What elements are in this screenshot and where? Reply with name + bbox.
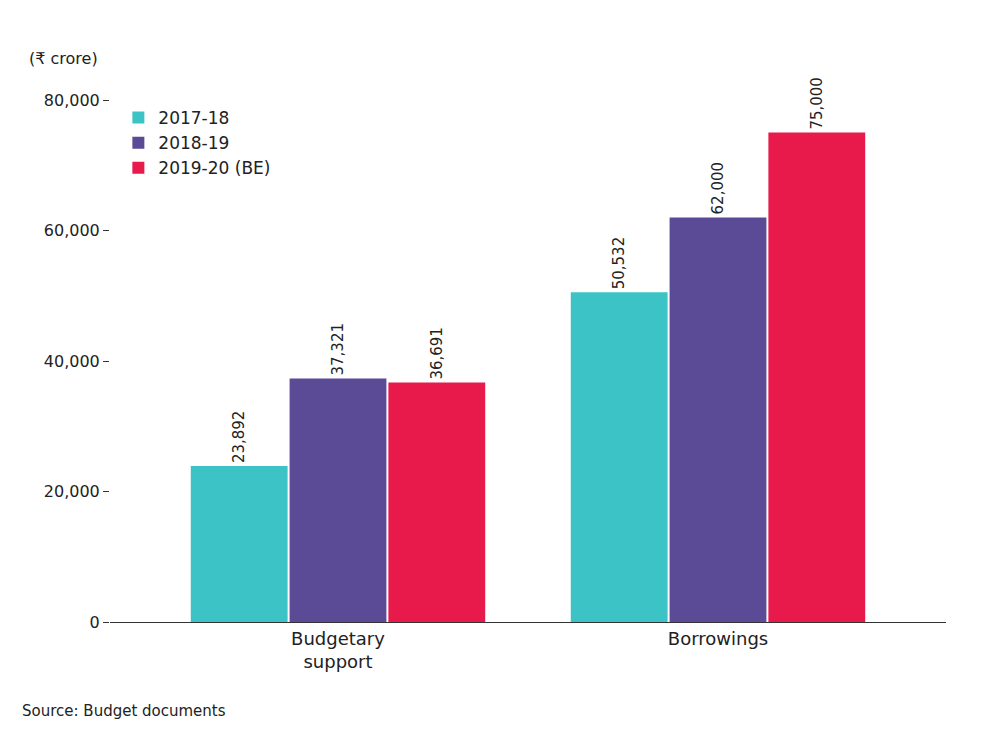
svg-text:23,892: 23,892 xyxy=(230,411,248,464)
svg-text:80,000: 80,000 xyxy=(44,91,100,110)
svg-text:2017-18: 2017-18 xyxy=(158,108,229,128)
svg-text:2019-20 (BE): 2019-20 (BE) xyxy=(158,158,270,178)
svg-text:Budgetarysupport: Budgetarysupport xyxy=(291,628,385,672)
svg-text:36,691: 36,691 xyxy=(428,327,446,380)
svg-text:62,000: 62,000 xyxy=(709,162,727,215)
svg-text:20,000: 20,000 xyxy=(44,482,100,501)
svg-text:37,321: 37,321 xyxy=(329,323,347,376)
svg-text:40,000: 40,000 xyxy=(44,352,100,371)
svg-text:75,000: 75,000 xyxy=(808,77,826,130)
svg-text:Borrowings: Borrowings xyxy=(668,628,768,649)
svg-text:(₹ crore): (₹ crore) xyxy=(29,49,98,68)
svg-text:Source: Budget documents: Source: Budget documents xyxy=(22,702,226,720)
svg-text:0: 0 xyxy=(90,613,100,632)
svg-text:60,000: 60,000 xyxy=(44,221,100,240)
svg-text:50,532: 50,532 xyxy=(610,237,628,290)
svg-text:2018-19: 2018-19 xyxy=(158,133,229,153)
